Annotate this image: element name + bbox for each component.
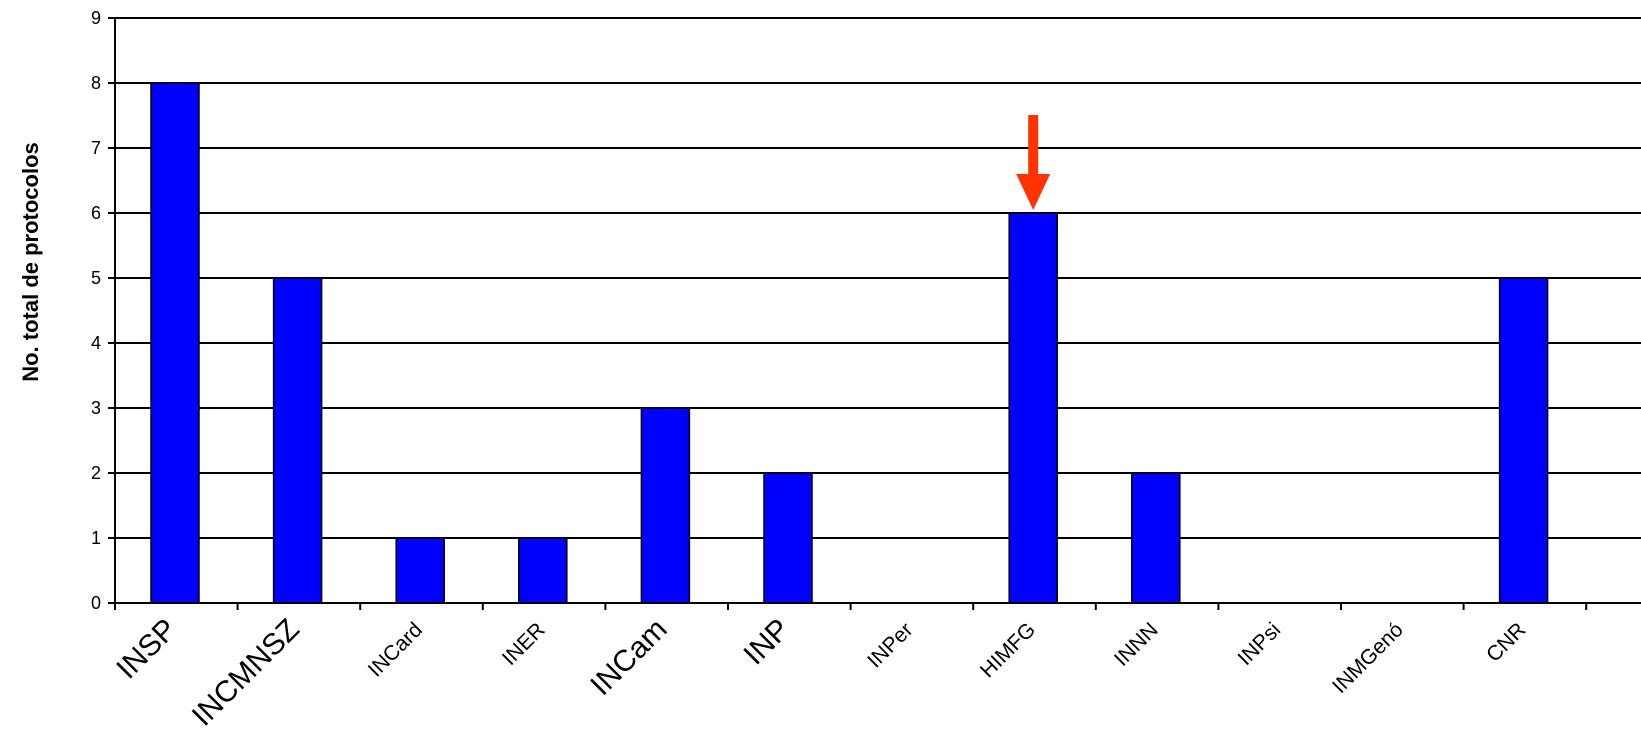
- bar-incam: [640, 407, 691, 604]
- y-tick-label: 0: [91, 593, 101, 613]
- arrow-shaft: [1028, 115, 1039, 177]
- bar-iner: [518, 537, 568, 604]
- y-tick-label: 3: [91, 398, 101, 418]
- gridlines: [115, 17, 1641, 539]
- x-tick-label-inper: INPer: [863, 618, 917, 672]
- y-tick-label: 9: [91, 8, 101, 28]
- x-tick-label-inp: INP: [738, 613, 797, 672]
- axes: [108, 17, 1641, 610]
- x-tick-label-incmnsz: INCMNSZ: [186, 613, 306, 733]
- bar-himfg: [1008, 212, 1058, 604]
- y-tick-label: 1: [91, 528, 101, 548]
- bar-incard: [395, 537, 445, 604]
- x-tick-label-himfg: HIMFG: [976, 618, 1040, 682]
- bar-cnr: [1498, 277, 1549, 604]
- x-tick-label-inmgenó: INMGenó: [1328, 618, 1408, 698]
- x-tick-label-incam: INCam: [584, 613, 673, 702]
- bar-incmnsz: [272, 277, 323, 604]
- y-tick-label: 7: [91, 138, 101, 158]
- bars: [150, 82, 1549, 604]
- bar-insp: [150, 82, 200, 604]
- x-tick-label-insp: INSP: [110, 613, 183, 686]
- y-axis-label: No. total de protocolos: [18, 142, 43, 382]
- y-tick-label: 6: [91, 203, 101, 223]
- bar-inp: [763, 472, 813, 604]
- y-tick-label: 8: [91, 73, 101, 93]
- x-tick-label-cnr: CNR: [1482, 618, 1530, 666]
- x-tick-label-innn: INNN: [1110, 618, 1163, 671]
- y-tick-label: 4: [91, 333, 101, 353]
- x-tick-label-incard: INCard: [364, 618, 427, 681]
- x-tick-label-iner: INER: [498, 618, 550, 670]
- y-tick-label: 2: [91, 463, 101, 483]
- y-tick-label: 5: [91, 268, 101, 288]
- annotation-arrow: [1016, 115, 1051, 210]
- arrow-head: [1016, 174, 1051, 210]
- x-tick-label-inpsi: INPsi: [1233, 618, 1285, 670]
- bar-innn: [1131, 472, 1181, 604]
